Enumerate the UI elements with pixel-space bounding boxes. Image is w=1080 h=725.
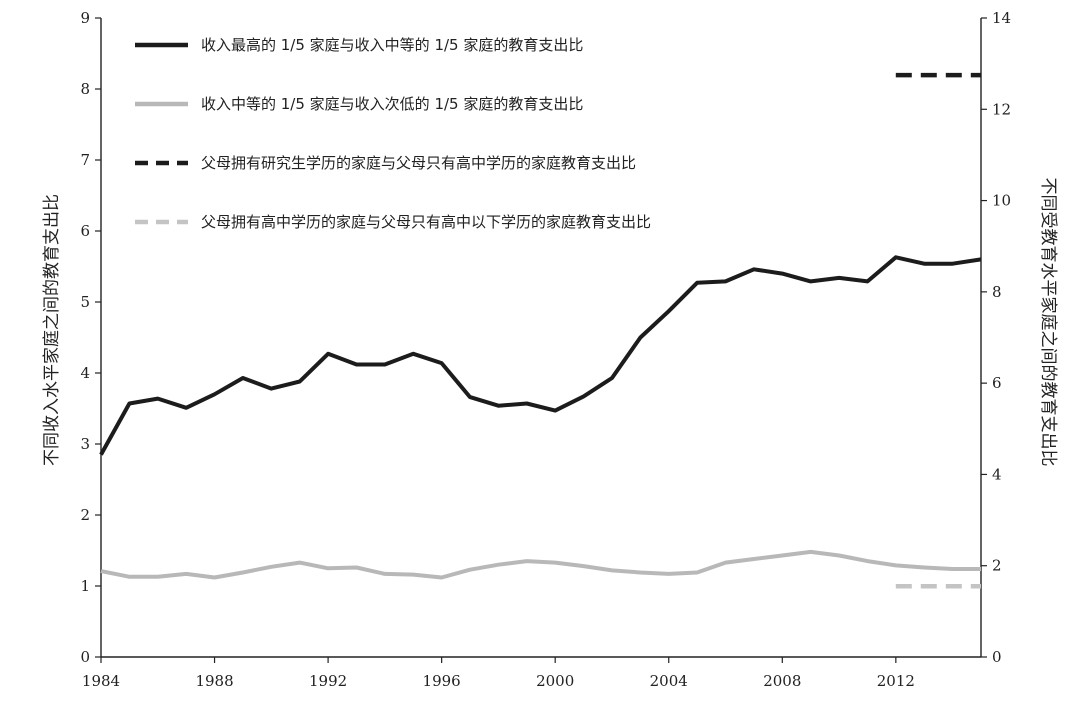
left-y-tick-label: 1 [80,577,90,595]
legend-label-1: 收入最高的 1/5 家庭与收入中等的 1/5 家庭的教育支出比 [201,36,583,54]
x-tick-label: 1984 [82,672,120,690]
right-y-tick-label: 12 [992,100,1011,118]
legend-label-3: 父母拥有研究生学历的家庭与父母只有高中学历的家庭教育支出比 [201,154,636,172]
x-tick-label: 1988 [195,672,233,690]
x-tick-label: 1992 [309,672,347,690]
right-y-tick-label: 0 [992,648,1002,666]
series-layer [99,72,982,589]
x-tick-label: 2012 [877,672,915,690]
left-y-tick-label: 9 [80,9,90,27]
x-tick-label: 2004 [650,672,688,690]
tick-group: 1984 1988 1992 1996 2000 2004 2008 201201234567… [80,9,1011,690]
right-y-tick-label: 8 [992,283,1002,301]
legend-label-4: 父母拥有高中学历的家庭与父母只有高中以下学历的家庭教育支出比 [201,213,651,231]
x-tick-label: 2000 [536,672,574,690]
right-y-tick-label: 2 [992,557,1002,575]
x-tick-label: 2008 [763,672,801,690]
left-y-axis-title: 不同收入水平家庭之间的教育支出比 [42,194,62,466]
right-y-tick-label: 14 [992,9,1011,27]
left-y-tick-label: 6 [80,222,90,240]
left-y-tick-label: 7 [80,151,90,169]
series-line-2 [100,549,981,580]
left-y-tick-label: 8 [80,80,90,98]
left-y-tick-label: 5 [80,293,90,311]
x-tick-label: 1996 [423,672,461,690]
left-y-tick-label: 4 [80,364,90,382]
right-y-axis-title: 不同受教育水平家庭之间的教育支出比 [1038,178,1058,467]
left-y-tick-label: 2 [80,506,90,524]
right-y-tick-label: 4 [992,465,1002,483]
legend-label-2: 收入中等的 1/5 家庭与收入次低的 1/5 家庭的教育支出比 [201,95,583,113]
axes [100,18,982,658]
series-line-1 [99,255,982,456]
right-y-tick-label: 6 [992,374,1002,392]
left-y-tick-label: 3 [80,435,90,453]
right-y-tick-label: 10 [992,192,1011,210]
left-y-tick-label: 0 [80,648,90,666]
